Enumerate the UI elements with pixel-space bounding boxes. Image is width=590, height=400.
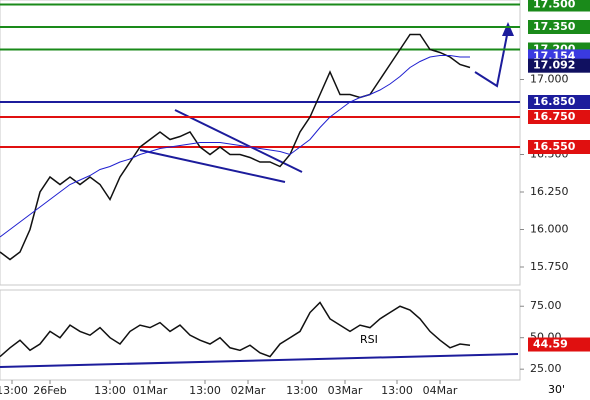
timeframe: 30' <box>548 383 565 396</box>
x-tick-label: 01Mar <box>133 384 168 397</box>
trendline <box>174 109 303 173</box>
price-tag <box>528 0 590 12</box>
trendline <box>139 149 286 183</box>
x-tick-label: 13:00 <box>94 384 126 397</box>
price-tag <box>528 110 590 124</box>
x-tick-label: 13:00 <box>381 384 413 397</box>
price-tag-label: 16.550 <box>533 140 576 153</box>
price-tag <box>528 20 590 34</box>
price-tag <box>528 95 590 109</box>
price-tag-label: 16.850 <box>533 95 576 108</box>
price-tag-label: 44.59 <box>533 338 568 351</box>
x-tick-label: 13:00 <box>286 384 318 397</box>
rsi-panel <box>0 289 521 381</box>
x-tick-label: 13:00 <box>0 384 28 397</box>
arrow-head <box>502 22 514 36</box>
x-tick-label: 03Mar <box>328 384 363 397</box>
y-tick-label: 15.750 <box>530 260 569 273</box>
x-tick-label: 13:00 <box>189 384 221 397</box>
price-panel <box>0 0 521 286</box>
y-tick-label: 16.250 <box>530 185 569 198</box>
price-tag <box>528 140 590 154</box>
rsi-trendline <box>0 353 519 368</box>
price-tag <box>528 58 590 73</box>
price-tag <box>528 337 590 352</box>
y-tick-label: 25.00 <box>530 362 562 375</box>
y-tick-label: 16.000 <box>530 223 569 236</box>
x-tick-label: 04Mar <box>423 384 458 397</box>
y-tick-label: 17.000 <box>530 73 569 86</box>
y-tick-label: 75.00 <box>530 299 562 312</box>
series-line <box>0 33 471 261</box>
series-line <box>0 301 471 358</box>
rsi-title: RSI <box>360 333 378 346</box>
price-tag-label: 16.750 <box>533 110 576 123</box>
series-line <box>0 55 470 238</box>
price-tag-label: 17.092 <box>533 59 575 72</box>
x-tick-label: 26Feb <box>33 384 66 397</box>
price-tag-label: 17.500 <box>533 0 576 11</box>
price-tag-label: 17.350 <box>533 20 576 33</box>
x-tick-label: 02Mar <box>231 384 266 397</box>
